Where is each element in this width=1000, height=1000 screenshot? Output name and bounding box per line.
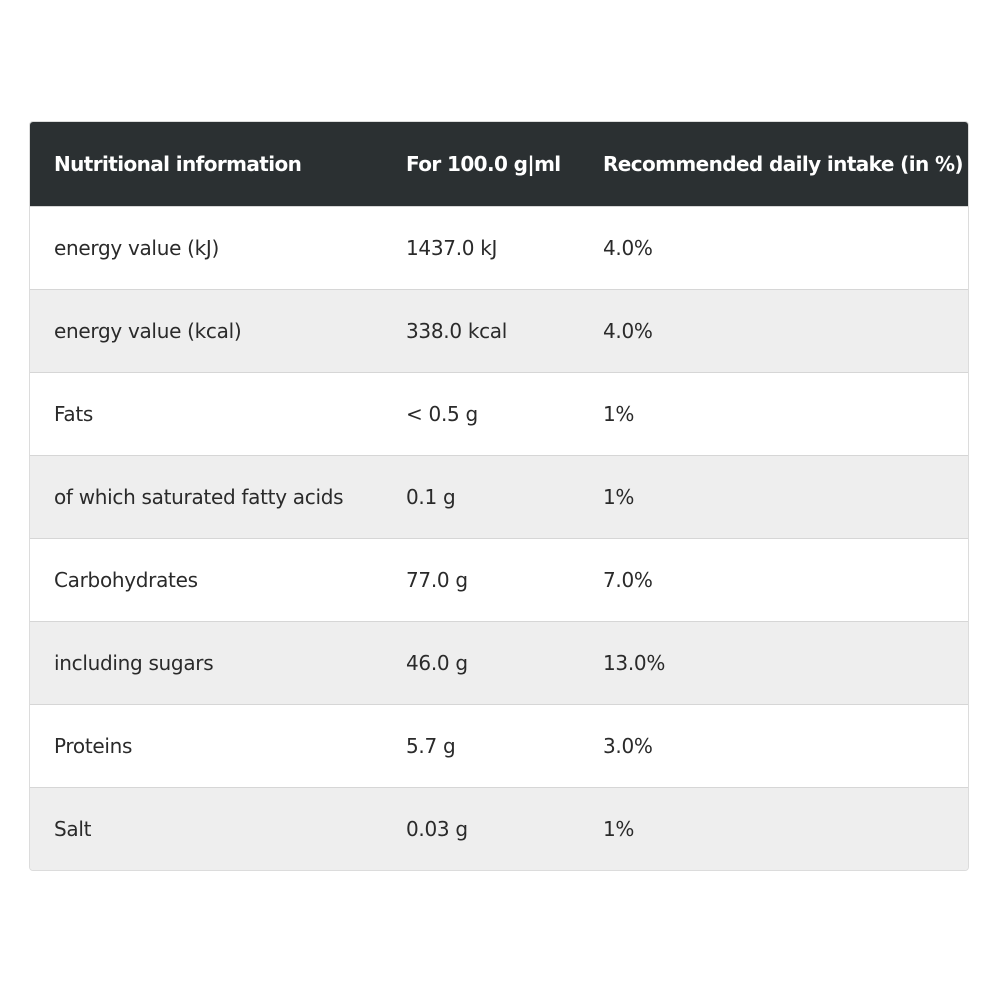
table-row: including sugars 46.0 g 13.0% — [30, 621, 968, 704]
nutrition-table-grid: Nutritional information For 100.0 g|ml R… — [30, 122, 968, 870]
nutrient-name: Fats — [54, 401, 93, 426]
nutrient-daily-percent: 3.0% — [603, 733, 653, 758]
header-nutritional-information: Nutritional information — [54, 151, 302, 176]
header-per-100: For 100.0 g|ml — [406, 151, 561, 176]
nutrient-amount: 5.7 g — [406, 733, 456, 758]
nutrient-amount: 46.0 g — [406, 650, 468, 675]
header-row: Nutritional information For 100.0 g|ml R… — [30, 122, 968, 206]
nutrient-amount: 77.0 g — [406, 567, 468, 592]
nutrient-daily-percent: 1% — [603, 816, 635, 841]
nutrient-amount: < 0.5 g — [406, 401, 478, 426]
nutrient-amount: 1437.0 kJ — [406, 235, 498, 260]
table-body: energy value (kJ) 1437.0 kJ 4.0% energy … — [30, 206, 968, 870]
nutrient-name: including sugars — [54, 650, 214, 675]
nutrient-name: energy value (kJ) — [54, 235, 220, 260]
nutrient-daily-percent: 1% — [603, 401, 635, 426]
nutrition-table: Nutritional information For 100.0 g|ml R… — [29, 121, 969, 871]
nutrient-name: energy value (kcal) — [54, 318, 242, 343]
nutrient-amount: 338.0 kcal — [406, 318, 508, 343]
table-row: Fats < 0.5 g 1% — [30, 372, 968, 455]
table-header: Nutritional information For 100.0 g|ml R… — [30, 122, 968, 206]
nutrient-daily-percent: 7.0% — [603, 567, 653, 592]
table-row: of which saturated fatty acids 0.1 g 1% — [30, 455, 968, 538]
nutrient-name: of which saturated fatty acids — [54, 484, 344, 509]
nutrient-amount: 0.1 g — [406, 484, 456, 509]
nutrient-daily-percent: 4.0% — [603, 318, 653, 343]
header-daily-intake: Recommended daily intake (in %) — [603, 151, 964, 176]
table-row: energy value (kJ) 1437.0 kJ 4.0% — [30, 206, 968, 289]
nutrient-name: Carbohydrates — [54, 567, 198, 592]
table-row: energy value (kcal) 338.0 kcal 4.0% — [30, 289, 968, 372]
nutrient-daily-percent: 1% — [603, 484, 635, 509]
table-row: Proteins 5.7 g 3.0% — [30, 704, 968, 787]
nutrient-daily-percent: 4.0% — [603, 235, 653, 260]
table-row: Salt 0.03 g 1% — [30, 787, 968, 870]
nutrient-name: Proteins — [54, 733, 133, 758]
table-row: Carbohydrates 77.0 g 7.0% — [30, 538, 968, 621]
nutrient-daily-percent: 13.0% — [603, 650, 666, 675]
nutrient-name: Salt — [54, 816, 92, 841]
nutrient-amount: 0.03 g — [406, 816, 468, 841]
